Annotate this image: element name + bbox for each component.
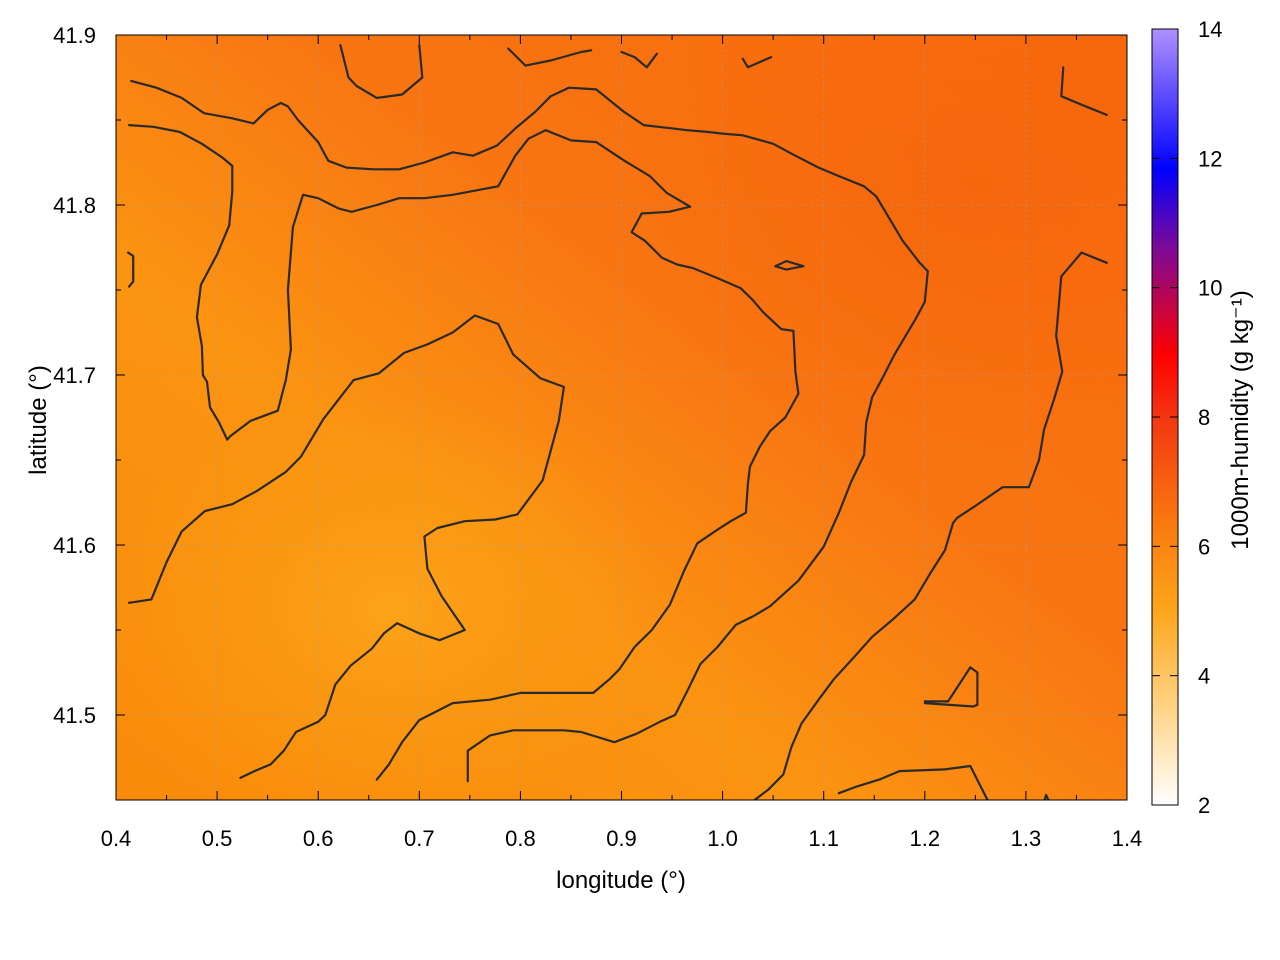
contour-line <box>741 55 773 69</box>
x-tick-label: 1.3 <box>1011 826 1042 851</box>
contour-line <box>128 314 566 780</box>
x-tick-label: 0.9 <box>606 826 637 851</box>
x-tick-label: 0.7 <box>404 826 435 851</box>
colorbar-tick-label: 6 <box>1198 534 1210 559</box>
x-tick-label: 1.1 <box>808 826 839 851</box>
x-axis-label: longitude (°) <box>556 867 686 894</box>
colorbar-label: 1000m-humidity (g kg⁻¹) <box>1227 290 1254 549</box>
y-tick-label: 41.6 <box>53 533 96 558</box>
x-tick-label: 0.6 <box>303 826 334 851</box>
contour-line <box>1060 66 1108 117</box>
x-tick-label: 1.2 <box>910 826 941 851</box>
colorbar-tick-label: 4 <box>1198 664 1210 689</box>
contour-line <box>507 47 593 67</box>
contour-line <box>127 251 135 288</box>
colorbar-tick-label: 10 <box>1198 276 1222 301</box>
contour-line <box>130 79 929 783</box>
contour-line <box>620 50 659 69</box>
colorbar-tick-label: 8 <box>1198 405 1210 430</box>
plot-area: 0.4 0.5 0.6 0.7 0.8 0.9 1.0 1.1 1.2 1.3 1.4 41.5 41.… <box>53 23 1142 851</box>
y-tick-label: 41.5 <box>53 703 96 728</box>
x-tick-label: 0.4 <box>101 826 132 851</box>
y-tick-label: 41.7 <box>53 363 96 388</box>
contour-line <box>752 251 1108 800</box>
x-tick-label: 1.0 <box>707 826 738 851</box>
colorbar-tick-label: 12 <box>1198 146 1222 171</box>
colorbar-ticks: 2 4 6 8 10 12 14 <box>1152 17 1222 818</box>
contour-line <box>837 764 989 800</box>
contour-line <box>339 44 424 100</box>
colorbar-tick-label: 2 <box>1198 793 1210 818</box>
contour-lines <box>127 44 1108 800</box>
contour-line <box>128 123 800 781</box>
y-axis-label: latitude (°) <box>25 365 52 475</box>
axis-ticks: 0.4 0.5 0.6 0.7 0.8 0.9 1.0 1.1 1.2 1.3 1.4 41.5 41.… <box>53 23 1142 851</box>
x-tick-label: 0.8 <box>505 826 536 851</box>
contour-line <box>774 260 805 271</box>
y-tick-label: 41.9 <box>53 23 96 48</box>
x-tick-label: 0.5 <box>202 826 233 851</box>
x-tick-label: 1.4 <box>1112 826 1143 851</box>
grid-lines <box>116 35 1127 800</box>
contour-line <box>1043 793 1050 800</box>
heatmap-high-region <box>116 35 1127 800</box>
contour-line <box>923 666 979 708</box>
colorbar: 2 4 6 8 10 12 14 1000m-humidity (g kg⁻¹) <box>1151 17 1254 818</box>
y-tick-label: 41.8 <box>53 193 96 218</box>
colorbar-tick-label: 14 <box>1198 17 1222 42</box>
